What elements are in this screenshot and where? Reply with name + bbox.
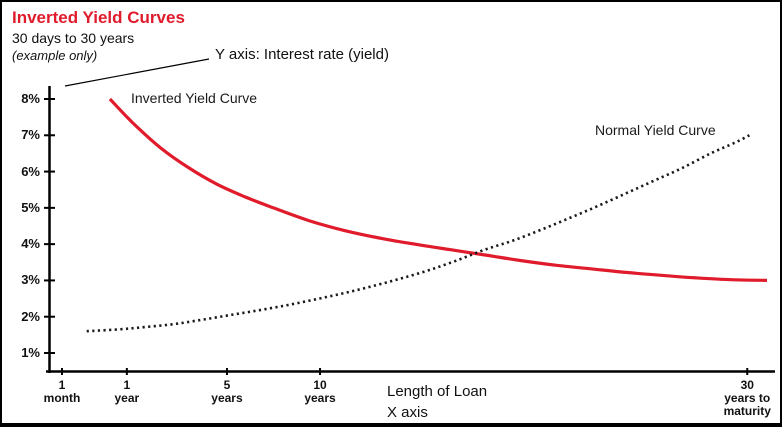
y-tick-label: 7%: [21, 127, 40, 143]
chart-subtitle: 30 days to 30 years: [12, 30, 135, 46]
y-tick-label: 1%: [21, 345, 40, 360]
x-axis-title: Length of Loan X axis: [387, 381, 487, 423]
y-tick-label: 8%: [21, 91, 40, 106]
x-axis-title-line2: X axis: [387, 404, 428, 421]
inverted-curve-label: Inverted Yield Curve: [131, 90, 258, 106]
chart-note: (example only): [12, 48, 98, 63]
y-tick-label: 2%: [21, 308, 40, 324]
x-tick-label: 1 month: [43, 378, 81, 405]
inverted-yield-curve: [108, 97, 768, 282]
annotation-leader-line: [64, 58, 210, 87]
normal-curve-label: Normal Yield Curve: [595, 122, 716, 138]
x-tick-label: 5 years: [211, 378, 243, 405]
chart-title: Inverted Yield Curves: [12, 8, 185, 27]
x-tick-label: 1 year: [114, 378, 140, 405]
y-tick-label: 4%: [21, 236, 40, 252]
y-axis-annotation: Y axis: Interest rate (yield): [215, 46, 389, 63]
y-tick-label: 6%: [21, 163, 40, 179]
x-tick-label: 10 years: [304, 378, 336, 405]
y-tick-label: 3%: [21, 272, 40, 288]
y-tick-label: 5%: [21, 199, 40, 215]
x-tick-label: 30 years to maturity: [723, 378, 771, 418]
normal-yield-curve: [86, 134, 750, 333]
x-axis-title-line1: Length of Loan: [387, 383, 488, 400]
